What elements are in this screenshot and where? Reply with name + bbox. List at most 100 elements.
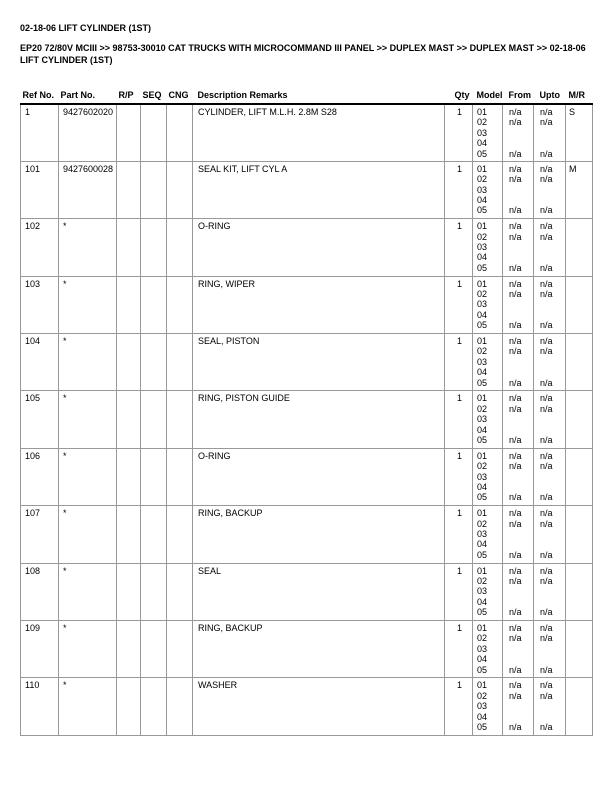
upto-line (540, 357, 565, 367)
cell-qty: 1 (444, 677, 473, 736)
model-line: 05 (477, 664, 488, 675)
header-ref-no: Ref No. (20, 84, 59, 105)
header-mr: M/R (565, 84, 593, 105)
table-row: 106 * O-RING 1 01 02 03 04 05 n/a n/a n/a n/a n/a n/a (20, 448, 593, 507)
from-line (509, 482, 533, 492)
from-line: n/a (509, 336, 522, 347)
from-line: n/a (509, 393, 522, 404)
upto-line (540, 242, 565, 252)
model-line: 01 (477, 623, 488, 634)
cell-seq (140, 448, 167, 507)
cell-description: O-RING (192, 218, 445, 277)
cell-description: O-RING (192, 448, 445, 507)
from-line: n/a (509, 518, 522, 529)
model-line: 04 (477, 252, 488, 263)
cell-description: CYLINDER, LIFT M.L.H. 2.8M S28 (192, 104, 445, 162)
header-cng: CNG (166, 84, 193, 105)
upto-line (540, 425, 565, 435)
cell-model: 01 02 03 04 05 (472, 104, 503, 162)
cell-seq (140, 161, 167, 220)
cell-from: n/a n/a n/a (502, 390, 534, 449)
upto-line (540, 712, 565, 722)
upto-line: n/a (540, 221, 553, 232)
cell-ref-no: 101 (20, 161, 59, 220)
from-line (509, 138, 533, 148)
cell-mr (565, 620, 593, 679)
upto-line (540, 185, 565, 195)
model-line: 02 (477, 117, 488, 128)
from-line (509, 128, 533, 138)
parts-table-body: 1 9427602020 CYLINDER, LIFT M.L.H. 2.8M S2… (20, 104, 593, 736)
cell-rp (116, 677, 141, 736)
cell-description: WASHER (192, 677, 445, 736)
upto-line: n/a (540, 492, 553, 503)
cell-mr (565, 333, 593, 392)
upto-line: n/a (540, 107, 553, 117)
upto-line: n/a (540, 623, 553, 634)
cell-upto: n/a n/a n/a (533, 620, 566, 679)
page-title: 02-18-06 LIFT CYLINDER (1ST) (20, 23, 152, 33)
cell-part-no: * (58, 218, 117, 277)
model-line: 04 (477, 596, 488, 607)
cell-part-no: * (58, 276, 117, 335)
upto-line: n/a (540, 508, 553, 519)
parts-table-header: Ref No. Part No. R/P SEQ CNG Description… (20, 84, 593, 105)
from-line: n/a (509, 221, 522, 232)
model-line: 03 (477, 242, 488, 253)
from-line (509, 712, 533, 722)
from-line: n/a (509, 278, 522, 289)
cell-rp (116, 104, 141, 162)
cell-ref-no: 104 (20, 333, 59, 392)
cell-ref-no: 105 (20, 390, 59, 449)
cell-part-no: * (58, 505, 117, 564)
table-row: 108 * SEAL 1 01 02 03 04 05 n/a n/a n/a n/a n/a n/a (20, 563, 593, 622)
cell-cng (166, 104, 193, 162)
model-line: 05 (477, 607, 488, 618)
cell-ref-no: 1 (20, 104, 59, 162)
model-line: 04 (477, 195, 488, 206)
model-line: 01 (477, 508, 488, 519)
upto-line: n/a (540, 336, 553, 347)
cell-cng (166, 333, 193, 392)
from-line: n/a (509, 450, 522, 461)
breadcrumb: EP20 72/80V MCIII >> 98753-30010 CAT TRU… (20, 42, 596, 66)
cell-cng (166, 448, 193, 507)
cell-part-no: 9427602020 (58, 104, 117, 162)
upto-line: n/a (540, 320, 553, 331)
cell-from: n/a n/a n/a (502, 218, 534, 277)
header-part-no: Part No. (58, 84, 117, 105)
cell-upto: n/a n/a n/a (533, 390, 566, 449)
from-line (509, 586, 533, 596)
model-line: 04 (477, 482, 488, 493)
cell-mr (565, 448, 593, 507)
model-line: 02 (477, 174, 488, 185)
cell-from: n/a n/a n/a (502, 276, 534, 335)
model-line: 02 (477, 403, 488, 414)
cell-rp (116, 333, 141, 392)
upto-line: n/a (540, 163, 553, 174)
cell-upto: n/a n/a n/a (533, 505, 566, 564)
model-line: 05 (477, 435, 488, 446)
cell-upto: n/a n/a n/a (533, 161, 566, 220)
upto-line (540, 138, 565, 148)
header-model: Model (472, 84, 503, 105)
cell-description: SEAL (192, 563, 445, 622)
cell-ref-no: 106 (20, 448, 59, 507)
upto-line (540, 654, 565, 664)
cell-model: 01 02 03 04 05 (472, 563, 503, 622)
upto-line: n/a (540, 435, 553, 446)
cell-seq (140, 677, 167, 736)
from-line (509, 414, 533, 424)
from-line (509, 425, 533, 435)
header-description: Description Remarks (192, 84, 445, 105)
upto-line (540, 128, 565, 138)
cell-part-no: * (58, 333, 117, 392)
upto-line: n/a (540, 664, 553, 675)
upto-line: n/a (540, 377, 553, 388)
from-line: n/a (509, 461, 522, 472)
upto-line (540, 529, 565, 539)
cell-rp (116, 505, 141, 564)
cell-rp (116, 218, 141, 277)
cell-seq (140, 390, 167, 449)
upto-line: n/a (540, 117, 553, 128)
